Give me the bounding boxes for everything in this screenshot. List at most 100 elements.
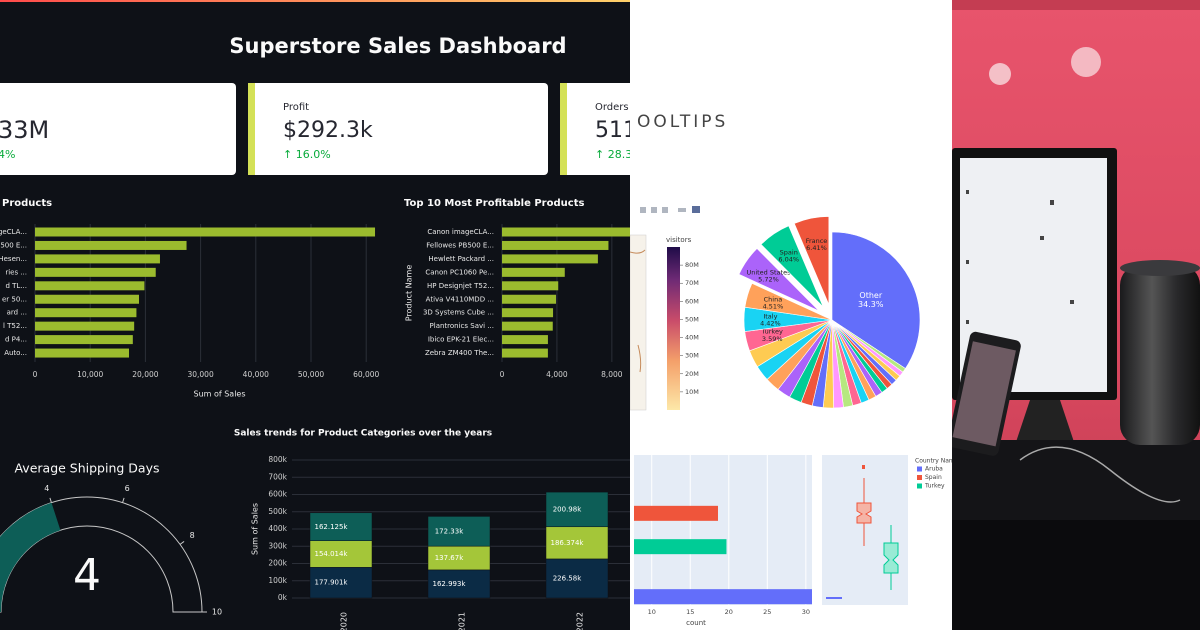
phone-screen xyxy=(952,341,1016,447)
colorbar xyxy=(667,247,680,410)
icon xyxy=(1040,236,1044,240)
x-tick-label: 30 xyxy=(802,608,810,616)
chart-title: Sales trends for Product Categories over… xyxy=(234,429,492,439)
x-tick-label: 20,000 xyxy=(132,370,158,379)
x-tick-label: 15 xyxy=(686,608,694,616)
icon xyxy=(966,190,969,194)
pie-label-name: Turkey xyxy=(761,328,783,336)
toolbar-icon[interactable] xyxy=(651,207,657,213)
y-tick-label: 700k xyxy=(268,472,287,481)
x-tick-label: 40,000 xyxy=(243,370,269,379)
y-tick-label: Auto... xyxy=(4,349,27,357)
bar xyxy=(502,254,598,264)
pie-label: United States 5.72% xyxy=(746,268,791,283)
colorbar-tick-label: 50M xyxy=(685,315,699,323)
pie-label-name: Italy xyxy=(763,312,777,320)
y-tick-label: d TL... xyxy=(5,282,27,290)
y-tick-label: Canon imageCLA... xyxy=(427,228,494,236)
kpi-value: $292.3k xyxy=(283,118,373,143)
y-tick-label: d P4... xyxy=(5,336,27,344)
data-label: 177.901k xyxy=(314,579,348,587)
outlier xyxy=(862,465,865,469)
bar xyxy=(35,348,130,358)
data-label: 226.58k xyxy=(553,574,582,582)
kpi-accent xyxy=(248,83,255,175)
bar xyxy=(502,294,557,304)
bar xyxy=(502,267,565,277)
y-tick-label: Canon PC1060 Pe... xyxy=(425,268,494,276)
phone xyxy=(952,331,1021,456)
legend-swatch xyxy=(917,483,922,489)
x-tick-label: 10,000 xyxy=(77,370,103,379)
y-tick-label: lmageCLA... xyxy=(0,228,27,236)
y-tick-label: 500 E... xyxy=(0,241,27,249)
legend-label: Turkey xyxy=(924,483,945,490)
colorbar-tick-label: 80M xyxy=(685,261,699,269)
x-tick-label: 0 xyxy=(33,370,38,379)
pie-label-name: France xyxy=(806,237,828,245)
x-tick-label: 2020 xyxy=(340,612,349,630)
legend-title: Country Nam xyxy=(915,458,955,465)
x-axis-label: Sum of Sales xyxy=(193,390,245,399)
bar-segment xyxy=(545,558,609,599)
bar xyxy=(35,281,145,291)
pie-label: Turkey 3.59% xyxy=(761,328,783,343)
y-tick-label: 400k xyxy=(268,524,287,533)
bar xyxy=(502,240,609,250)
computer-top xyxy=(1120,260,1200,276)
kpi-value: 511 xyxy=(595,118,637,143)
data-label: 186.374k xyxy=(550,539,584,547)
y-tick-label: Fellowes PB500 E... xyxy=(426,241,494,249)
bar xyxy=(35,294,139,304)
bar-segment xyxy=(309,512,373,541)
toolbar-icon[interactable] xyxy=(678,208,686,212)
y-tick-label: 500k xyxy=(268,507,287,516)
legend-label: Spain xyxy=(925,474,942,481)
legend-swatch xyxy=(917,475,922,480)
kpi-card xyxy=(560,83,630,175)
pie-label: China 4.51% xyxy=(763,295,784,310)
y-tick-label: 600k xyxy=(268,490,287,499)
chart-title: Top 10 Most Profitable Products xyxy=(404,198,584,209)
gauge-tick xyxy=(179,541,185,545)
colorbar-tick-label: 60M xyxy=(685,297,699,305)
y-tick-label: HP Designjet T52... xyxy=(427,282,494,290)
bar xyxy=(35,240,187,250)
bar-segment xyxy=(545,526,609,560)
y-tick-label: Plantronics Savi ... xyxy=(430,322,494,330)
y-tick-label: 300k xyxy=(268,541,287,550)
icon xyxy=(1070,300,1074,304)
bar xyxy=(35,267,156,277)
pie-label-value: 3.59% xyxy=(762,335,783,343)
data-label: 137.67k xyxy=(435,554,464,562)
y-tick-label: ries ... xyxy=(5,268,27,276)
x-tick-label: 2022 xyxy=(576,612,585,630)
y-tick-label: er 50... xyxy=(2,295,27,303)
pie-label-value: 6.04% xyxy=(778,256,799,264)
desk-shadow xyxy=(952,520,1200,630)
gauge-value xyxy=(0,502,61,612)
toolbar-icon[interactable] xyxy=(640,207,646,213)
toolbar-icon[interactable] xyxy=(692,206,700,213)
toolbar-icon[interactable] xyxy=(662,207,668,213)
gauge-tick-label: 4 xyxy=(44,484,49,493)
pie-slice xyxy=(760,225,824,308)
dashboard-title: Superstore Sales Dashboard xyxy=(229,34,566,58)
light xyxy=(1071,47,1101,77)
pie-label: Italy 4.42% xyxy=(760,312,781,327)
y-tick-label: Zebra ZM400 The... xyxy=(425,349,494,357)
data-label: 162.125k xyxy=(314,523,348,531)
x-tick-label: 0 xyxy=(500,370,505,379)
gauge-tick-label: 8 xyxy=(190,531,195,540)
pie-slice xyxy=(793,216,830,305)
shelf xyxy=(952,0,1200,10)
colorbar-tick-label: 70M xyxy=(685,279,699,287)
plot-area xyxy=(634,455,812,605)
colorbar-tick-label: 40M xyxy=(685,334,699,342)
pie-label-value: 4.51% xyxy=(763,302,784,310)
box xyxy=(883,542,899,574)
computer xyxy=(1120,265,1200,445)
pie-label-value: 34.3% xyxy=(858,299,884,308)
bar xyxy=(502,321,553,331)
gauge-number: 4 xyxy=(73,550,101,601)
